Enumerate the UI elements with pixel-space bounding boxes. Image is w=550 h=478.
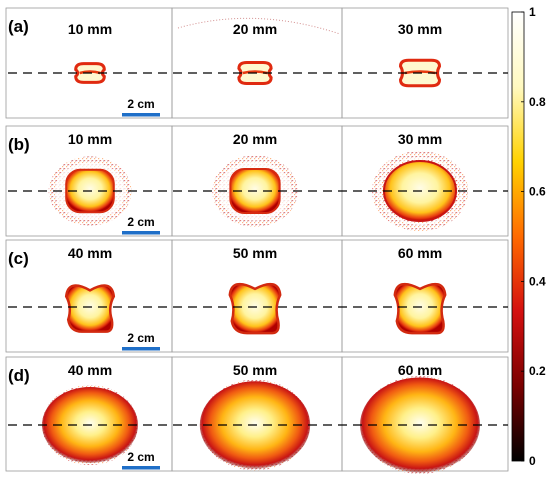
scale-bar-label: 2 cm bbox=[127, 331, 154, 345]
figure-row: (c) 40 mm 50 mm 60 mm 2 cm bbox=[5, 239, 509, 353]
scale-bar-label: 2 cm bbox=[127, 97, 154, 111]
scale-bar bbox=[122, 231, 160, 235]
panel-label: 10 mm bbox=[68, 131, 112, 147]
beam-spot bbox=[393, 282, 447, 335]
colorbar-tick-label: 0.4 bbox=[529, 274, 546, 288]
panel-label: 20 mm bbox=[233, 21, 277, 37]
colorbar-tick-label: 0.2 bbox=[529, 364, 546, 378]
panel-frame bbox=[341, 7, 509, 119]
panel-label: 60 mm bbox=[398, 245, 442, 261]
panel-label: 50 mm bbox=[233, 362, 277, 378]
figure-row: (b) 10 mm 20 mm 30 mm 2 cm bbox=[5, 125, 509, 237]
panel-label: 10 mm bbox=[68, 21, 112, 37]
beam-spot bbox=[212, 155, 298, 227]
beam-spot bbox=[64, 284, 116, 333]
scale-bar bbox=[122, 347, 160, 351]
panel-label: 50 mm bbox=[233, 245, 277, 261]
row-label: (d) bbox=[8, 366, 30, 385]
panel-label: 20 mm bbox=[233, 131, 277, 147]
panel-label: 30 mm bbox=[398, 131, 442, 147]
row-label: (c) bbox=[8, 249, 29, 268]
figure-row: (d) 40 mm 50 mm 60 mm 2 cm bbox=[5, 356, 509, 474]
colorbar-tick-label: 0.8 bbox=[529, 95, 546, 109]
panel-label: 40 mm bbox=[68, 362, 112, 378]
noise-arc bbox=[177, 17, 341, 35]
scale-bar-label: 2 cm bbox=[127, 215, 154, 229]
panel-frame bbox=[341, 239, 509, 353]
row-label: (a) bbox=[8, 17, 29, 36]
figure-row: (a) 10 mm 20 mm 30 mm 2 cm bbox=[5, 7, 509, 119]
panel-label: 40 mm bbox=[68, 245, 112, 261]
scale-bar-label: 2 cm bbox=[127, 450, 154, 464]
colorbar-tick-label: 1 bbox=[529, 5, 536, 19]
panel-label: 30 mm bbox=[398, 21, 442, 37]
scale-bar bbox=[122, 113, 160, 117]
scale-bar bbox=[122, 466, 160, 470]
colorbar-scale bbox=[511, 11, 525, 462]
beam-spot bbox=[228, 282, 282, 335]
row-label: (b) bbox=[8, 135, 30, 154]
colorbar-tick-label: 0.6 bbox=[529, 185, 546, 199]
colorbar-tick-label: 0 bbox=[529, 454, 536, 468]
colorbar: 0 0.2 0.4 0.6 0.8 1 bbox=[511, 5, 546, 468]
panel-frame bbox=[341, 125, 509, 237]
panel-label: 60 mm bbox=[398, 362, 442, 378]
